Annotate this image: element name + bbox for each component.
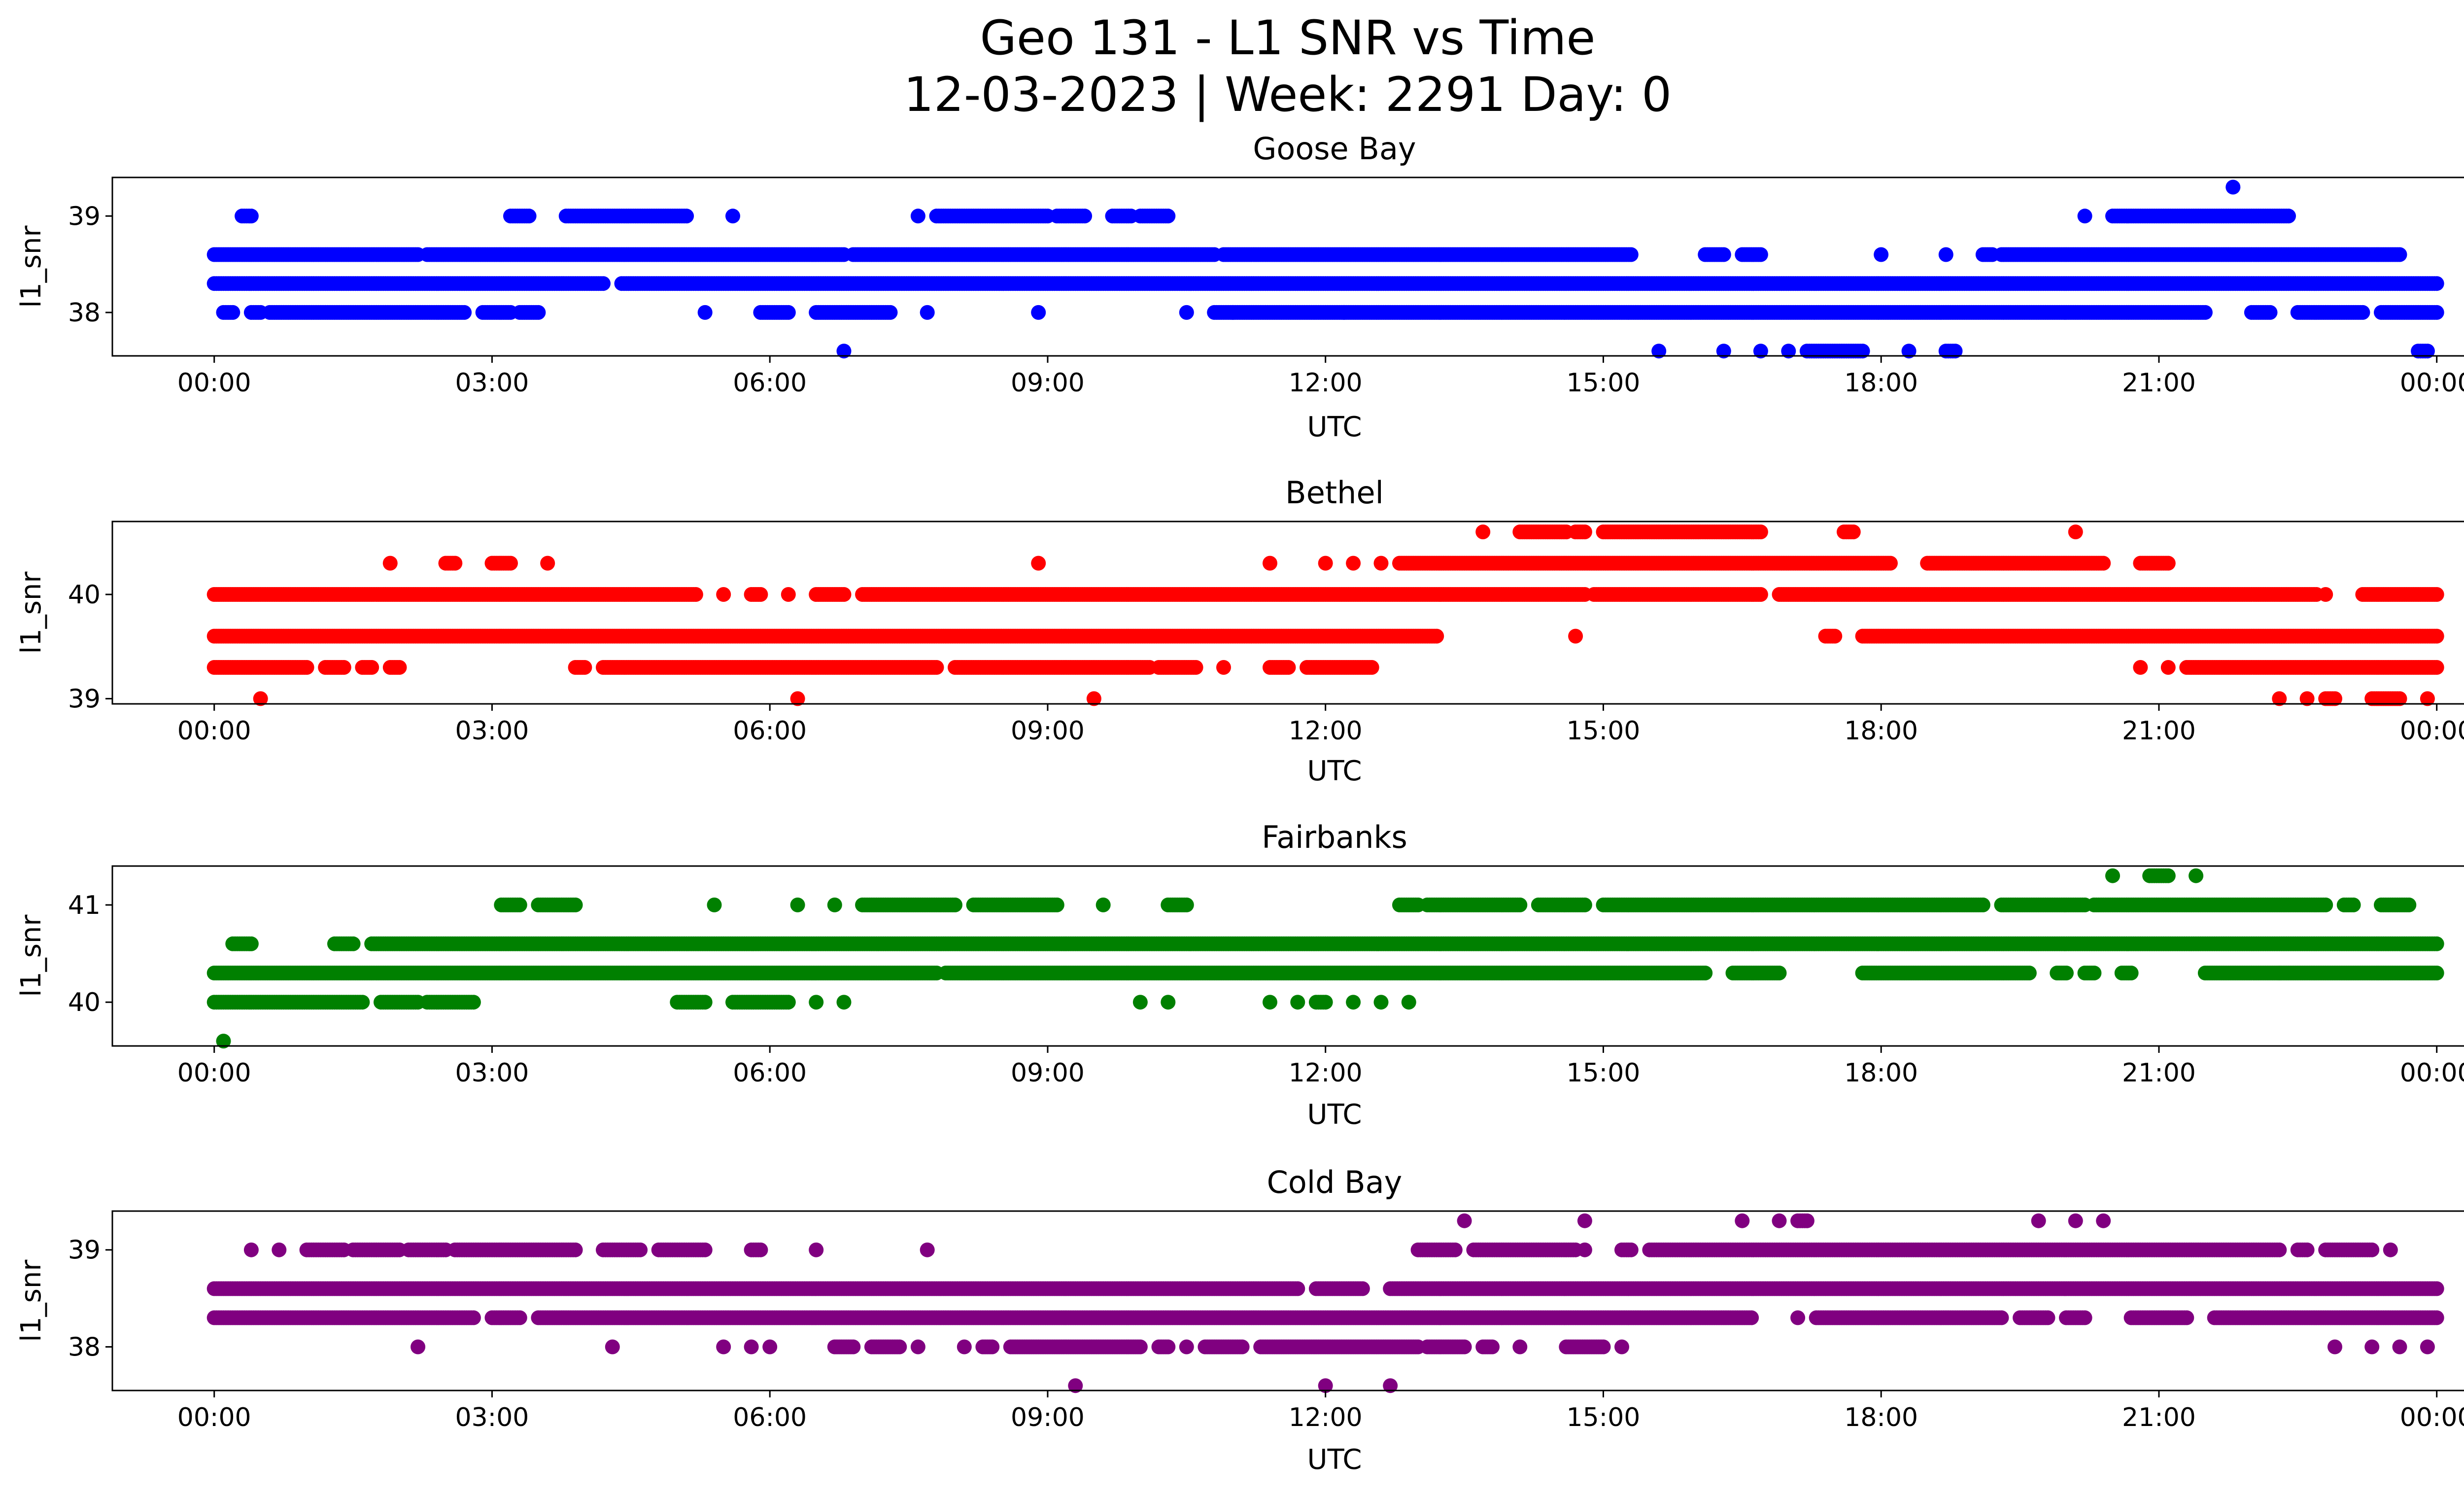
data-point: [1263, 556, 1277, 571]
data-point: [679, 209, 694, 224]
data-point: [1753, 247, 1768, 262]
data-point: [1031, 556, 1046, 571]
data-point: [521, 209, 537, 224]
data-point: [753, 587, 768, 602]
data-point: [1475, 524, 1491, 540]
data-point: [1077, 209, 1093, 224]
data-point: [2318, 587, 2333, 602]
x-tick-label: 00:00: [2400, 368, 2464, 398]
data-point: [688, 587, 703, 602]
data-point: [1883, 556, 1898, 571]
y-axis-label: l1_snr: [15, 225, 47, 308]
data-point: [1846, 524, 1861, 540]
data-point: [1753, 524, 1768, 540]
x-axis-label: UTC: [1307, 411, 1362, 443]
data-point: [2392, 247, 2407, 262]
data-point: [1346, 556, 1361, 571]
data-point: [2068, 524, 2083, 540]
data-point: [1623, 247, 1639, 262]
x-tick-label: 06:00: [733, 368, 807, 398]
x-axis-ticks: 00:00 03:00 06:00 09:00 12:00 15:00 18:00 21:00…: [177, 356, 2464, 398]
subplot-title: Bethel: [1285, 475, 1384, 511]
x-tick-label: 09:00: [1011, 368, 1085, 398]
figure-title-line-2: 12-03-2023 | Week: 2291 Day: 0: [904, 67, 1672, 123]
data-point: [2355, 305, 2370, 320]
data-point: [577, 660, 592, 675]
data-point: [2197, 305, 2213, 320]
data-point: [1827, 628, 1843, 644]
data-point: [299, 660, 314, 675]
data-point: [540, 556, 555, 571]
data-point: [725, 209, 740, 224]
data-point: [503, 556, 518, 571]
data-points: [206, 524, 2444, 706]
data-point: [1568, 628, 1583, 644]
subplot-title: Goose Bay: [1253, 131, 1416, 167]
data-point: [382, 556, 398, 571]
data-point: [2429, 587, 2444, 602]
data-point: [716, 587, 731, 602]
data-point: [364, 660, 379, 675]
data-point: [336, 660, 351, 675]
data-point: [2077, 209, 2092, 224]
subplot-2: Bethel 00:00 03:00 06:00 09:00 12:00 15:00 18:…: [15, 475, 2464, 787]
data-point: [243, 209, 259, 224]
data-point: [596, 276, 611, 291]
x-tick-label: 12:00: [1289, 368, 1363, 398]
x-tick-label: 03:00: [455, 368, 529, 398]
data-point: [1429, 628, 1444, 644]
data-point: [1753, 587, 1768, 602]
data-point: [2429, 276, 2444, 291]
figure-title-line-1: Geo 131 - L1 SNR vs Time: [980, 10, 1596, 66]
data-point: [2429, 628, 2444, 644]
data-point: [447, 556, 463, 571]
y-tick-label: 38: [68, 298, 101, 328]
data-point: [457, 305, 472, 320]
data-point: [920, 305, 935, 320]
plot-frame: [111, 176, 2464, 357]
data-point: [910, 209, 925, 224]
data-point: [697, 305, 713, 320]
data-point: [2160, 556, 2176, 571]
subplot-1: Goose Bay 00:00 03:00 06:00 09:00 12:00 15:00…: [15, 131, 2464, 443]
data-point: [2262, 305, 2278, 320]
data-point: [1938, 247, 1953, 262]
x-tick-label: 18:00: [1844, 368, 1918, 398]
data-points: [206, 179, 2444, 359]
data-point: [1716, 247, 1731, 262]
data-point: [225, 305, 240, 320]
data-point: [781, 587, 796, 602]
data-point: [2225, 179, 2241, 195]
data-point: [2281, 209, 2296, 224]
y-axis-ticks: 38 39: [68, 202, 112, 328]
data-point: [1161, 209, 1176, 224]
data-point: [531, 305, 546, 320]
data-point: [392, 660, 407, 675]
x-tick-label: 15:00: [1567, 368, 1641, 398]
y-tick-label: 39: [68, 202, 101, 231]
data-point: [1031, 305, 1046, 320]
x-tick-label: 00:00: [177, 368, 251, 398]
data-point: [2429, 305, 2444, 320]
data-point: [883, 305, 898, 320]
data-point: [1373, 556, 1389, 571]
data-point: [1179, 305, 1194, 320]
data-point: [1577, 524, 1592, 540]
data-point: [2096, 556, 2111, 571]
data-point: [781, 305, 796, 320]
data-point: [836, 587, 852, 602]
data-point: [1318, 556, 1333, 571]
x-tick-label: 21:00: [2122, 368, 2196, 398]
data-point: [1874, 247, 1889, 262]
